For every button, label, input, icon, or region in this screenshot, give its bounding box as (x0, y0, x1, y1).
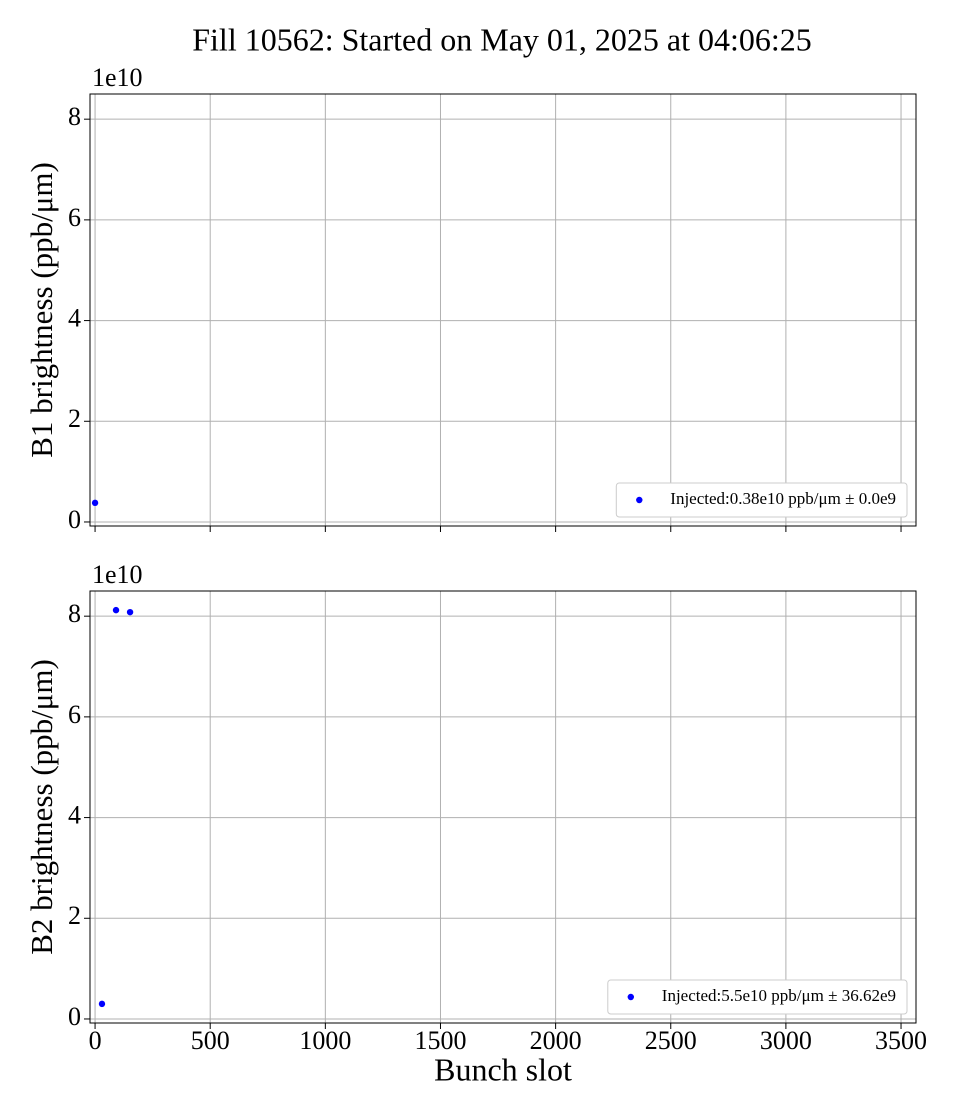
y-tick-label: 6 (68, 203, 81, 232)
y-tick-label: 0 (68, 505, 81, 534)
axes-frame (89, 93, 917, 527)
legend-label: Injected:5.5e10 ppb/μm ± 36.62e9 (662, 986, 896, 1005)
x-tick-label: 2000 (530, 1026, 582, 1055)
y-tick-label: 0 (68, 1002, 81, 1031)
y-offset-label: 1e10 (92, 63, 143, 92)
data-point (98, 1000, 106, 1008)
y-tick-label: 2 (68, 901, 81, 930)
y-tick-label: 4 (68, 801, 81, 830)
y-tick-label: 8 (68, 102, 81, 131)
legend: Injected:0.38e10 ppb/μm ± 0.0e9 (615, 482, 908, 518)
y-axis-label: B1 brightness (ppb/μm) (24, 162, 59, 458)
legend: Injected:5.5e10 ppb/μm ± 36.62e9 (607, 979, 908, 1015)
y-axis-label: B2 brightness (ppb/μm) (24, 659, 59, 955)
x-tick-label: 3500 (875, 1026, 927, 1055)
legend-marker (627, 993, 634, 1001)
x-tick-label: 0 (89, 1026, 102, 1055)
legend-marker (636, 496, 643, 504)
x-tick-label: 3000 (760, 1026, 812, 1055)
legend-label: Injected:0.38e10 ppb/μm ± 0.0e9 (670, 489, 896, 508)
data-point (126, 608, 134, 616)
figure-title: Fill 10562: Started on May 01, 2025 at 0… (192, 21, 812, 57)
x-tick-label: 1000 (299, 1026, 351, 1055)
y-tick-label: 2 (68, 404, 81, 433)
axes-frame (89, 590, 917, 1024)
legend-frame (615, 482, 908, 518)
x-axis-label: Bunch slot (434, 1051, 572, 1087)
y-tick-label: 4 (68, 304, 81, 333)
y-tick-label: 8 (68, 599, 81, 628)
data-point (91, 499, 99, 507)
data-point (112, 606, 120, 614)
y-tick-label: 6 (68, 700, 81, 729)
y-offset-label: 1e10 (92, 560, 143, 589)
x-tick-label: 500 (191, 1026, 230, 1055)
legend-frame (607, 979, 908, 1015)
x-tick-label: 2500 (645, 1026, 697, 1055)
x-tick-label: 1500 (414, 1026, 466, 1055)
